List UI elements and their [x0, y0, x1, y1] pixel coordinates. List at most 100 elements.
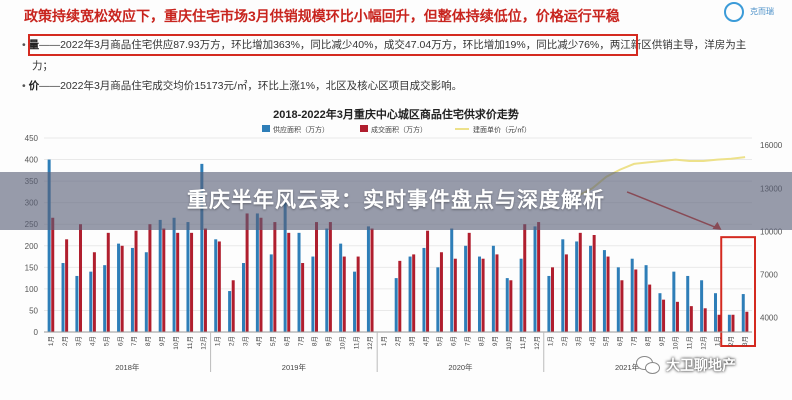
- y2-tick-0: 4000: [760, 314, 778, 323]
- year-label-1: 2019年: [282, 362, 307, 372]
- x-tick-34: 11月: [519, 336, 527, 349]
- bar-supply-8: [158, 219, 162, 332]
- bar-supply-31: [477, 256, 481, 332]
- y2-tick-1: 7000: [760, 271, 778, 280]
- y2-tick-4: 16000: [760, 141, 783, 150]
- bar-deal-0: [51, 217, 55, 332]
- bullet-price-text: ——2022年3月商品住宅成交均价15173元/㎡，环比上涨1%，北区及核心区项…: [39, 80, 463, 92]
- bar-deal-23: [370, 228, 374, 332]
- bar-supply-12: [214, 239, 218, 332]
- headline: 政策持续宽松效应下，重庆住宅市场3月供销规模环比小幅回升，但整体持续低位，价格运…: [24, 8, 620, 24]
- bar-supply-18: [297, 232, 301, 332]
- bar-deal-8: [162, 228, 166, 332]
- legend-price-label: 建面单价（元/㎡）: [473, 125, 531, 134]
- bar-deal-48: [717, 314, 721, 332]
- x-tick-25: 2月: [394, 336, 402, 346]
- bar-deal-1: [65, 239, 69, 332]
- x-tick-10: 11月: [186, 336, 194, 349]
- bar-deal-9: [176, 232, 180, 332]
- bar-deal-25: [398, 260, 402, 332]
- watermark: 大卫聊地产: [636, 352, 736, 378]
- bar-deal-35: [537, 222, 541, 332]
- x-tick-36: 1月: [547, 336, 555, 346]
- x-tick-1: 2月: [61, 336, 69, 346]
- bar-supply-46: [686, 275, 690, 332]
- bar-deal-39: [592, 235, 596, 332]
- y-tick-9: 450: [25, 134, 39, 143]
- bar-supply-0: [47, 159, 51, 332]
- bar-supply-11: [200, 163, 204, 332]
- year-label-2: 2020年: [448, 362, 473, 372]
- bar-deal-41: [620, 280, 624, 332]
- chart-title: 2018-2022年3月重庆中心城区商品住宅供求价走势: [273, 107, 519, 121]
- bar-supply-33: [505, 278, 509, 332]
- x-tick-2: 3月: [75, 336, 83, 346]
- bar-deal-50: [745, 311, 749, 332]
- y-tick-2: 100: [25, 285, 39, 294]
- bar-supply-14: [241, 263, 245, 332]
- bar-deal-47: [703, 308, 707, 332]
- x-tick-8: 9月: [158, 336, 166, 346]
- x-tick-19: 8月: [311, 336, 319, 346]
- x-tick-43: 8月: [644, 336, 652, 346]
- bar-supply-41: [616, 267, 620, 332]
- x-tick-5: 6月: [116, 336, 124, 346]
- x-tick-20: 9月: [325, 336, 333, 346]
- x-tick-12: 1月: [214, 336, 222, 346]
- x-tick-0: 1月: [47, 336, 55, 346]
- legend-supply-swatch: [262, 125, 270, 132]
- x-tick-45: 10月: [672, 336, 680, 350]
- bar-deal-40: [606, 256, 610, 332]
- x-tick-37: 2月: [561, 336, 569, 346]
- bullet-volume-tail: 两江新区供销主导，洋房为主: [609, 39, 747, 51]
- y-tick-0: 0: [34, 328, 39, 337]
- x-tick-33: 10月: [505, 336, 513, 350]
- bar-deal-21: [342, 256, 346, 332]
- bar-deal-43: [648, 284, 652, 332]
- x-tick-7: 8月: [144, 336, 152, 346]
- bar-deal-19: [315, 222, 319, 332]
- bar-supply-27: [422, 247, 426, 332]
- bullet-price: • 价——2022年3月商品住宅成交均价15173元/㎡，环比上涨1%，北区及核…: [22, 80, 463, 92]
- legend-supply-label: 供应面积（万方）: [273, 125, 329, 134]
- x-tick-4: 5月: [102, 336, 110, 346]
- x-tick-27: 4月: [422, 336, 430, 346]
- wechat-icon: [636, 355, 660, 375]
- bar-supply-25: [394, 278, 398, 332]
- x-tick-18: 7月: [297, 336, 305, 346]
- bar-deal-6: [134, 230, 138, 332]
- bar-supply-32: [491, 245, 495, 332]
- bar-supply-34: [519, 258, 523, 332]
- bullet-volume-label: 量: [28, 39, 40, 51]
- bar-supply-20: [325, 228, 329, 332]
- bar-deal-17: [287, 232, 291, 332]
- bar-supply-2: [75, 275, 79, 332]
- bar-deal-44: [662, 299, 666, 332]
- x-tick-30: 7月: [463, 336, 471, 346]
- year-label-3: 2021年: [615, 362, 640, 372]
- logo-mark: [724, 2, 744, 22]
- bar-supply-7: [144, 252, 148, 332]
- x-tick-31: 8月: [477, 336, 485, 346]
- x-tick-6: 7月: [130, 336, 138, 346]
- bar-deal-5: [120, 245, 124, 332]
- logo: 克而瑞: [710, 0, 792, 24]
- x-tick-38: 3月: [574, 336, 582, 346]
- bar-supply-35: [533, 226, 537, 332]
- x-tick-23: 12月: [366, 336, 374, 350]
- bar-supply-22: [353, 271, 357, 332]
- bar-supply-17: [283, 202, 287, 332]
- bar-supply-50: [741, 294, 745, 332]
- bar-supply-1: [61, 263, 65, 332]
- x-tick-50: 3月: [741, 336, 749, 346]
- x-tick-3: 4月: [89, 336, 97, 346]
- x-tick-9: 10月: [172, 336, 180, 350]
- x-tick-24: 1月: [380, 336, 388, 346]
- bar-deal-4: [106, 232, 110, 332]
- bar-supply-43: [644, 265, 648, 332]
- bar-deal-38: [578, 232, 582, 332]
- bar-deal-27: [426, 230, 430, 332]
- x-tick-39: 4月: [588, 336, 596, 346]
- bar-deal-26: [412, 254, 416, 332]
